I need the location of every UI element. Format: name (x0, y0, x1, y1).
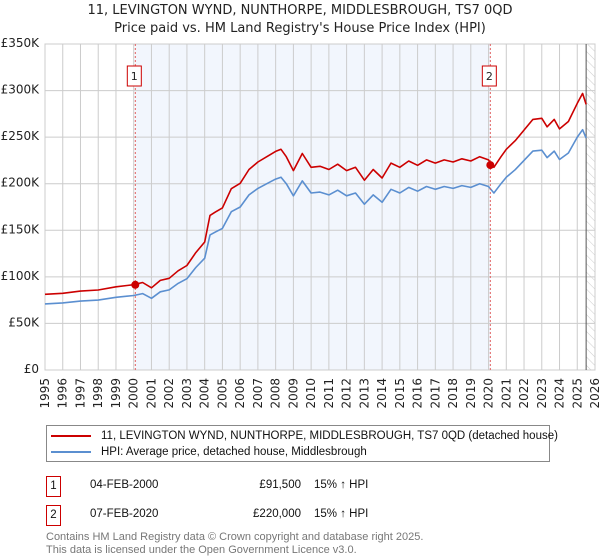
y-tick-label: £150K (1, 222, 41, 236)
plot-border (44, 43, 596, 371)
sale-marker-label: 2 (486, 70, 493, 83)
sale-marker-label: 1 (131, 70, 138, 83)
y-tick-label: £0 (24, 362, 39, 376)
x-tick-label: 2015 (393, 378, 407, 409)
x-tick-label: 2016 (411, 378, 425, 409)
x-tick-label: 2012 (340, 378, 354, 409)
sale-price: £91,500 (259, 479, 301, 491)
x-tick-label: 2020 (482, 378, 496, 409)
shaded-ownership-region (135, 44, 491, 370)
x-tick-label: 2011 (322, 378, 336, 409)
sale-hpi-diff: 15% ↑ HPI (314, 479, 369, 491)
footer-licence: This data is licensed under the Open Gov… (46, 544, 357, 556)
legend-label: HPI: Average price, detached house, Midd… (101, 446, 367, 458)
x-tick-label: 2022 (517, 378, 531, 409)
y-tick-label: £100K (1, 269, 41, 283)
x-tick-label: 2025 (570, 378, 584, 409)
sale-marker-box (481, 65, 497, 87)
x-tick-label: 1997 (73, 378, 87, 409)
x-tick-label: 1999 (109, 378, 123, 409)
footer-copyright: Contains HM Land Registry data © Crown c… (46, 531, 424, 543)
legend-swatch-red (51, 435, 91, 437)
x-tick-label: 2017 (428, 378, 442, 409)
x-tick-label: 2010 (304, 378, 318, 409)
x-tick-label: 2000 (127, 378, 141, 409)
price-chart: £0 £50K £100K £150K £200K £250K £300K £350K 1995… (1, 36, 600, 409)
chart-title: 11, LEVINGTON WYND, NUNTHORPE, MIDDLESBR… (87, 3, 513, 18)
x-tick-label: 1995 (38, 378, 52, 409)
legend-item-property: 11, LEVINGTON WYND, NUNTHORPE, MIDDLESBR… (51, 428, 558, 444)
sale-price: £220,000 (253, 508, 301, 520)
y-tick-label: £200K (1, 176, 41, 190)
x-tick-label: 1996 (56, 378, 70, 409)
x-tick-label: 2023 (535, 378, 549, 409)
y-tick-label: £250K (1, 129, 41, 143)
y-tick-label: £350K (1, 36, 41, 50)
property-price-line (44, 92, 587, 296)
sale-point (131, 280, 140, 289)
x-tick-label: 2019 (464, 378, 478, 409)
sale-marker-box (126, 65, 142, 87)
x-tick-label: 2018 (446, 378, 460, 409)
future-hatch-region (586, 44, 595, 370)
x-tick-label: 2004 (198, 378, 212, 409)
sale-row: 2 07-FEB-2020 £220,000 15% ↑ HPI (46, 505, 546, 526)
x-tick-label: 1998 (91, 378, 105, 409)
x-tick-label: 2013 (357, 378, 371, 409)
legend: 11, LEVINGTON WYND, NUNTHORPE, MIDDLESBR… (46, 425, 558, 462)
x-tick-label: 2001 (144, 378, 158, 409)
x-tick-label: 2024 (553, 378, 567, 409)
x-tick-label: 2002 (162, 378, 176, 409)
x-tick-label: 2009 (286, 378, 300, 409)
chart-subtitle: Price paid vs. HM Land Registry's House … (114, 21, 486, 36)
x-tick-label: 2003 (180, 378, 194, 409)
hpi-line (44, 128, 587, 305)
sale-date: 04-FEB-2000 (90, 479, 159, 491)
sale-hpi-diff: 15% ↑ HPI (314, 508, 369, 520)
sale-row: 1 04-FEB-2000 £91,500 15% ↑ HPI (46, 476, 546, 497)
x-tick-label: 2026 (588, 378, 600, 409)
x-tick-label: 2014 (375, 378, 389, 409)
x-tick-label: 2005 (215, 378, 229, 409)
legend-item-hpi: HPI: Average price, detached house, Midd… (51, 444, 367, 460)
sale-date: 07-FEB-2020 (90, 508, 159, 520)
x-tick-label: 2021 (499, 378, 513, 409)
legend-swatch-blue (51, 451, 91, 453)
x-tick-label: 2008 (269, 378, 283, 409)
sale-number: 1 (46, 476, 61, 497)
footer: Contains HM Land Registry data © Crown c… (46, 531, 423, 557)
legend-label: 11, LEVINGTON WYND, NUNTHORPE, MIDDLESBR… (101, 430, 558, 442)
y-tick-label: £50K (8, 315, 40, 329)
x-tick-label: 2007 (251, 378, 265, 409)
sale-number: 2 (46, 505, 61, 526)
x-tick-label: 2006 (233, 378, 247, 409)
sale-point (486, 161, 495, 170)
y-tick-label: £300K (1, 83, 41, 97)
